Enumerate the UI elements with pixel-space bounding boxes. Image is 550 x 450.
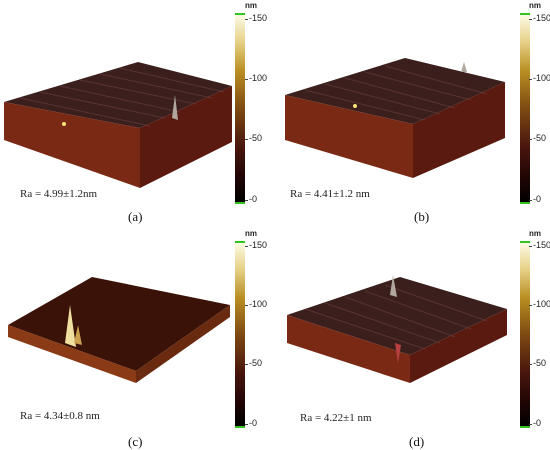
roughness-value: Ra = 4.41±1.2 nm xyxy=(290,188,370,200)
colorbar-tick: -100 xyxy=(528,73,550,83)
colorbar-tick: -100 xyxy=(244,299,268,309)
afm-panel-b: Ra = 4.41±1.2 nm (b) xyxy=(275,0,550,225)
colorbar-tick: -50 xyxy=(528,358,547,368)
panel-label: (a) xyxy=(128,209,143,224)
panel-label: (b) xyxy=(414,209,430,224)
colorbar-tick: -150 xyxy=(244,240,268,250)
colorbar-tick: -50 xyxy=(244,358,263,368)
panel-label: (c) xyxy=(128,434,143,449)
afm-panel-d: Ra = 4.22±1 nm (d) xyxy=(275,225,550,450)
colorbar-gradient xyxy=(235,243,245,426)
colorbar-tick: -100 xyxy=(528,299,550,309)
afm-panel-c: Ra = 4.34±0.8 nm (c) xyxy=(0,225,275,450)
colorbar-tick: -0 xyxy=(528,194,542,204)
colorbar-unit: nm xyxy=(529,229,541,238)
colorbar-tick: -100 xyxy=(244,73,268,83)
afm-panel-a: Ra = 4.99±1.2nm (a) xyxy=(0,0,275,225)
afm-surface-b xyxy=(285,58,505,178)
colorbar-tick: -0 xyxy=(528,418,542,428)
colorbar-unit: nm xyxy=(245,1,257,10)
colorbar-bottom-cap xyxy=(235,426,245,428)
colorbar-tick: -50 xyxy=(528,133,547,143)
colorbar-tick: -50 xyxy=(244,133,263,143)
roughness-value: Ra = 4.99±1.2nm xyxy=(20,188,98,200)
colorbar-tick: -0 xyxy=(244,194,258,204)
colorbar-gradient xyxy=(235,15,245,202)
colorbar-top-cap xyxy=(520,241,530,243)
colorbar-tick: -150 xyxy=(528,240,550,250)
afm-surface-c xyxy=(8,277,230,383)
colorbar-tick: -150 xyxy=(528,13,550,23)
afm-surface-d xyxy=(287,275,507,383)
roughness-value: Ra = 4.34±0.8 nm xyxy=(20,410,100,422)
colorbar-unit: nm xyxy=(529,1,541,10)
afm-surface-a xyxy=(4,62,232,188)
colorbar-gradient xyxy=(520,15,530,202)
colorbar-top-cap xyxy=(235,241,245,243)
colorbar-bottom-cap xyxy=(235,202,245,204)
colorbar-top-cap xyxy=(235,13,245,15)
colorbar-tick: -150 xyxy=(244,13,268,23)
colorbar-top-cap xyxy=(520,13,530,15)
colorbar-bottom-cap xyxy=(520,426,530,428)
colorbar-unit: nm xyxy=(245,229,257,238)
colorbar-bottom-cap xyxy=(520,202,530,204)
panel-label: (d) xyxy=(409,434,425,449)
colorbar-tick: -0 xyxy=(244,418,258,428)
roughness-value: Ra = 4.22±1 nm xyxy=(300,412,372,424)
colorbar-gradient xyxy=(520,243,530,426)
